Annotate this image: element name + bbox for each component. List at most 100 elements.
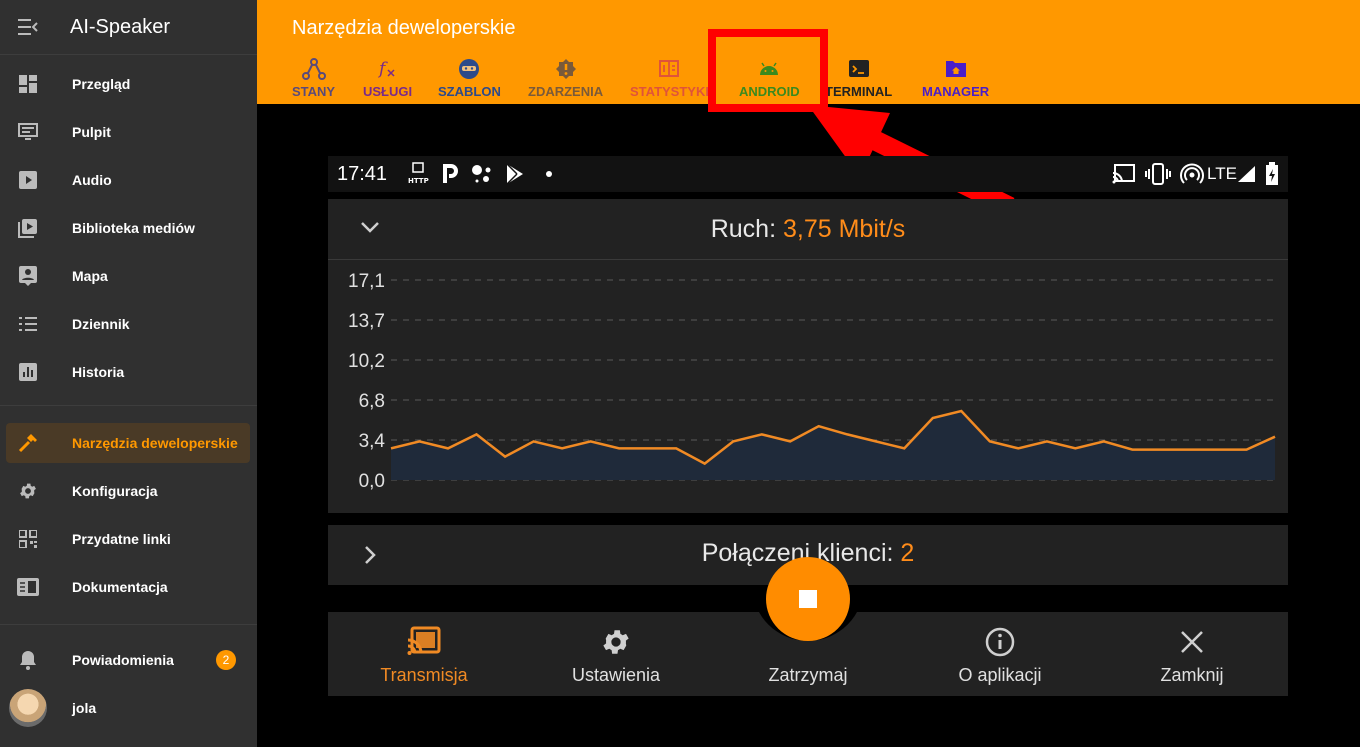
monitor-icon <box>6 123 50 141</box>
sidebar-item-pulpit[interactable]: Pulpit <box>6 112 250 152</box>
hammer-icon <box>6 433 50 453</box>
y-tick-label: 17,1 <box>348 271 385 292</box>
sidebar-item-label: Pulpit <box>72 124 111 140</box>
app-title: AI-Speaker <box>70 15 171 38</box>
tab-statystyki[interactable]: STATYSTYKI <box>630 58 709 102</box>
hotspot-icon <box>1180 163 1204 184</box>
nav-label: Ustawienia <box>571 665 661 685</box>
play-box-icon <box>6 171 50 189</box>
tab-szablon[interactable]: SZABLON <box>438 58 501 102</box>
sidebar-item-dokumentacja[interactable]: Dokumentacja <box>6 567 250 607</box>
alert-icon <box>555 59 576 79</box>
sidebar-item-user[interactable]: jola <box>6 688 250 728</box>
nav-o-aplikacji[interactable]: O aplikacji <box>904 612 1096 696</box>
sidebar-item-przeglad[interactable]: Przegląd <box>6 64 250 104</box>
bar-chart-icon <box>6 363 50 381</box>
book-icon <box>6 578 50 596</box>
stats-icon <box>659 60 680 77</box>
traffic-card-header[interactable]: Ruch: 3,75 Mbit/s <box>328 199 1288 260</box>
series-line <box>390 409 1276 466</box>
android-screen: 17:41 HTTP LTE Ruch: 3,75 Mbit/s 17,1 13,… <box>328 156 1288 696</box>
nav-label: O aplikacji <box>958 665 1042 685</box>
qr-code-icon <box>6 530 50 548</box>
y-tick-label: 6,8 <box>359 391 385 412</box>
cast-icon <box>407 626 441 655</box>
sidebar-divider <box>0 405 257 406</box>
sidebar-item-label: Konfiguracja <box>72 483 158 499</box>
sidebar-item-audio[interactable]: Audio <box>6 160 250 200</box>
terminal-icon <box>848 60 869 77</box>
sidebar-item-konfiguracja[interactable]: Konfiguracja <box>6 471 250 511</box>
sidebar: AI-Speaker Przegląd Pulpit Audio Bibliot… <box>0 0 257 747</box>
nav-ustawienia[interactable]: Ustawienia <box>520 612 712 696</box>
sidebar-item-label: Przydatne linki <box>72 531 171 547</box>
sidebar-item-powiadomienia[interactable]: Powiadomienia 2 <box>6 640 250 680</box>
gear-icon <box>603 630 629 654</box>
tab-label: ANDROID <box>739 84 800 99</box>
svg-text:f: f <box>377 59 388 79</box>
nav-zatrzymaj[interactable]: Zatrzymaj <box>712 612 904 696</box>
notification-badge: 2 <box>216 650 236 670</box>
tab-label: SZABLON <box>438 84 501 99</box>
states-icon <box>301 58 326 80</box>
sidebar-item-historia[interactable]: Historia <box>6 352 250 392</box>
tab-stany[interactable]: STANY <box>292 58 335 102</box>
top-toolbar: Narzędzia deweloperskie STANY f USŁUGI S… <box>257 0 1360 104</box>
list-icon <box>6 316 50 332</box>
stop-icon <box>799 590 817 608</box>
clients-value: 2 <box>900 539 915 567</box>
tab-uslugi[interactable]: f USŁUGI <box>363 58 412 102</box>
tab-label: TERMINAL <box>825 84 893 99</box>
traffic-value: 3,75 Mbit/s <box>782 215 906 243</box>
battery-charging-icon <box>1266 162 1278 185</box>
sidebar-item-dziennik[interactable]: Dziennik <box>6 304 250 344</box>
nav-zamknij[interactable]: Zamknij <box>1096 612 1288 696</box>
status-time: 17:41 <box>337 163 388 185</box>
http-icon: HTTP <box>408 162 429 185</box>
avatar <box>6 689 50 727</box>
traffic-card: Ruch: 3,75 Mbit/s 17,1 13,7 10,2 6,8 3,4 0,0 <box>328 199 1288 513</box>
parking-icon <box>443 164 458 183</box>
android-icon <box>760 62 779 75</box>
sidebar-item-label: Audio <box>72 172 112 188</box>
template-icon <box>459 59 480 79</box>
y-tick-label: 0,0 <box>359 471 385 492</box>
traffic-chart: 17,1 13,7 10,2 6,8 3,4 0,0 <box>348 271 1276 492</box>
play-store-icon <box>506 163 523 185</box>
sidebar-item-label: jola <box>72 700 97 716</box>
sidebar-item-biblioteka[interactable]: Biblioteka mediów <box>6 208 250 248</box>
nav-transmisja[interactable]: Transmisja <box>328 612 520 696</box>
bell-icon <box>6 650 50 670</box>
home-folder-icon <box>945 61 966 77</box>
assistant-icon <box>472 165 491 183</box>
highlight-box <box>708 29 828 112</box>
tab-terminal[interactable]: TERMINAL <box>825 58 892 102</box>
map-person-icon <box>6 266 50 286</box>
sidebar-divider <box>0 624 257 625</box>
sidebar-item-label: Przegląd <box>72 76 131 92</box>
chevron-right-icon[interactable] <box>363 545 377 565</box>
chevron-down-icon[interactable] <box>360 220 380 234</box>
svg-text:HTTP: HTTP <box>408 177 429 185</box>
traffic-text: Ruch: 3,75 Mbit/s <box>710 215 906 243</box>
tab-android[interactable]: ANDROID <box>739 58 800 102</box>
y-tick-label: 3,4 <box>359 431 386 452</box>
status-bar: 17:41 HTTP LTE <box>328 156 1288 192</box>
tab-label: STANY <box>292 84 336 99</box>
stop-button[interactable] <box>766 557 850 641</box>
menu-collapse-icon[interactable] <box>0 0 56 55</box>
sidebar-item-linki[interactable]: Przydatne linki <box>6 519 250 559</box>
sidebar-item-label: Biblioteka mediów <box>72 220 195 236</box>
page-title: Narzędzia deweloperskie <box>292 17 516 39</box>
media-library-icon <box>6 218 50 238</box>
tab-manager[interactable]: MANAGER <box>922 58 989 102</box>
sidebar-item-narzedzia[interactable]: Narzędzia deweloperskie <box>6 423 250 463</box>
sidebar-item-label: Historia <box>72 364 125 380</box>
sidebar-item-label: Dziennik <box>72 316 130 332</box>
series-area <box>391 411 1275 480</box>
sidebar-item-mapa[interactable]: Mapa <box>6 256 250 296</box>
network-type: LTE <box>1207 164 1237 183</box>
tab-zdarzenia[interactable]: ZDARZENIA <box>528 58 603 102</box>
sidebar-item-label: Narzędzia deweloperskie <box>72 435 238 451</box>
sidebar-item-label: Powiadomienia <box>72 652 174 668</box>
